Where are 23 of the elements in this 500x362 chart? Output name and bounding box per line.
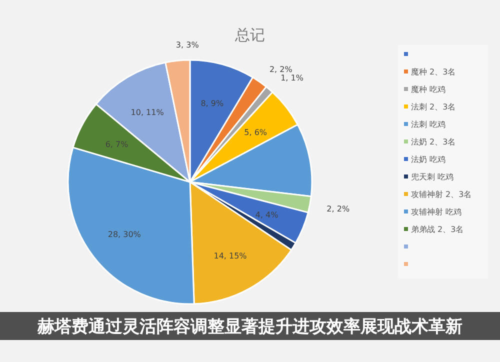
- data-label: 2, 2%: [269, 64, 293, 74]
- data-label: 8, 9%: [200, 99, 224, 108]
- data-label: 5, 6%: [244, 128, 268, 138]
- text: 赫塔费通过灵活阵容调整显著提升进攻效率展现战术革新: [36, 317, 462, 337]
- data-label: 3, 3%: [176, 40, 200, 50]
- legend-label: 法奶 吃鸡: [411, 155, 446, 164]
- legend-label: 魔种 吃鸡: [411, 85, 446, 94]
- data-label: 6, 7%: [105, 140, 129, 149]
- data-label: 14, 15%: [214, 252, 248, 261]
- data-label: 28, 30%: [108, 230, 142, 239]
- legend-label: 弟弟战 2、3名: [411, 225, 464, 234]
- legend-label: 魔种 2、3名: [411, 68, 456, 76]
- data-label: 10, 11%: [130, 108, 164, 117]
- data-label: 4, 4%: [255, 210, 279, 220]
- legend-label: 攻辅神射 2、3名: [411, 190, 472, 199]
- legend-label: 兜天刺 吃鸡: [411, 172, 454, 182]
- data-label: 1, 1%: [280, 73, 304, 82]
- chart-title: 总记: [234, 26, 265, 44]
- legend-label: 法奶 2、3名: [411, 138, 456, 146]
- legend-label: 攻辅神射 吃鸡: [411, 208, 462, 216]
- data-label: 2, 2%: [326, 204, 350, 214]
- legend-label: 法刺 吃鸡: [411, 120, 446, 129]
- legend-label: 法刺 2、3名: [411, 102, 456, 112]
